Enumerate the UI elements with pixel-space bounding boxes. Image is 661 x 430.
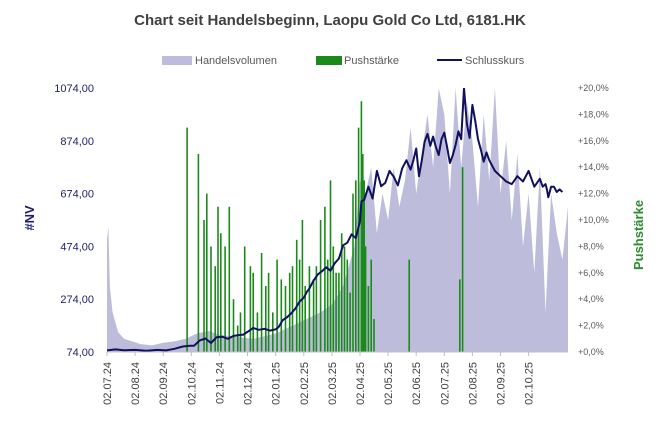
- plot-area: [107, 88, 568, 352]
- legend-label-close: Schlusskurs: [465, 55, 525, 67]
- y-right-tick-label: +12,0%: [578, 189, 609, 199]
- y-right-tick-label: +14,0%: [578, 162, 609, 172]
- y-right-tick-label: +20,0%: [578, 83, 609, 93]
- x-tick-label: 02.05.25: [383, 362, 395, 405]
- x-tick-label: 02.08.25: [467, 362, 479, 405]
- y-axis-left-label: #NV: [22, 205, 37, 231]
- y-left-tick-label: 74,00: [66, 347, 94, 359]
- legend-label-push: Pushstärke: [344, 55, 399, 67]
- volume-area: [107, 88, 568, 352]
- legend: Handelsvolumen Pushstärke Schlusskurs: [162, 55, 525, 67]
- y-right-tick-label: +10,0%: [578, 215, 609, 225]
- x-tick-label: 02.09.25: [496, 362, 508, 405]
- y-left-tick-label: 874,00: [60, 136, 94, 148]
- legend-swatch-push: [316, 56, 342, 65]
- x-tick-label: 02.10.24: [186, 362, 198, 405]
- y-right-tick-label: +4,0%: [578, 294, 604, 304]
- x-tick-label: 02.06.25: [411, 362, 423, 405]
- axes: 74,00 274,00 474,00 674,00 874,00 1074,00 +0,0…: [54, 83, 609, 405]
- legend-label-volume: Handelsvolumen: [195, 55, 277, 67]
- x-tick-label: 02.12.24: [243, 362, 255, 405]
- y-right-tick-label: +16,0%: [578, 136, 609, 146]
- x-tick-label: 02.03.25: [327, 362, 339, 405]
- x-tick-label: 02.07.24: [102, 362, 114, 405]
- y-left-tick-label: 474,00: [60, 241, 94, 253]
- y-axis-right-label: Pushstärke: [631, 200, 646, 270]
- y-right-tick-label: +0,0%: [578, 347, 604, 357]
- x-tick-label: 02.09.24: [158, 362, 170, 405]
- y-right-tick-label: +8,0%: [578, 241, 604, 251]
- x-tick-label: 02.08.24: [130, 362, 142, 405]
- x-tick-label: 02.01.25: [271, 362, 283, 405]
- x-tick-label: 02.04.25: [355, 362, 367, 405]
- x-tick-label: 02.10.25: [524, 362, 536, 405]
- close-price-line: [107, 88, 564, 352]
- x-tick-label: 02.02.25: [299, 362, 311, 405]
- x-tick-label: 02.11.24: [214, 362, 226, 404]
- y-right-tick-label: +6,0%: [578, 268, 604, 278]
- y-right-tick-label: +18,0%: [578, 109, 609, 119]
- y-left-tick-label: 1074,00: [54, 83, 94, 95]
- y-right-tick-label: +2,0%: [578, 321, 604, 331]
- y-left-tick-label: 674,00: [60, 189, 94, 201]
- x-tick-label: 02.07.25: [439, 362, 451, 405]
- y-left-tick-label: 274,00: [60, 294, 94, 306]
- chart-title: Chart seit Handelsbeginn, Laopu Gold Co …: [134, 12, 526, 29]
- legend-swatch-volume: [162, 56, 192, 65]
